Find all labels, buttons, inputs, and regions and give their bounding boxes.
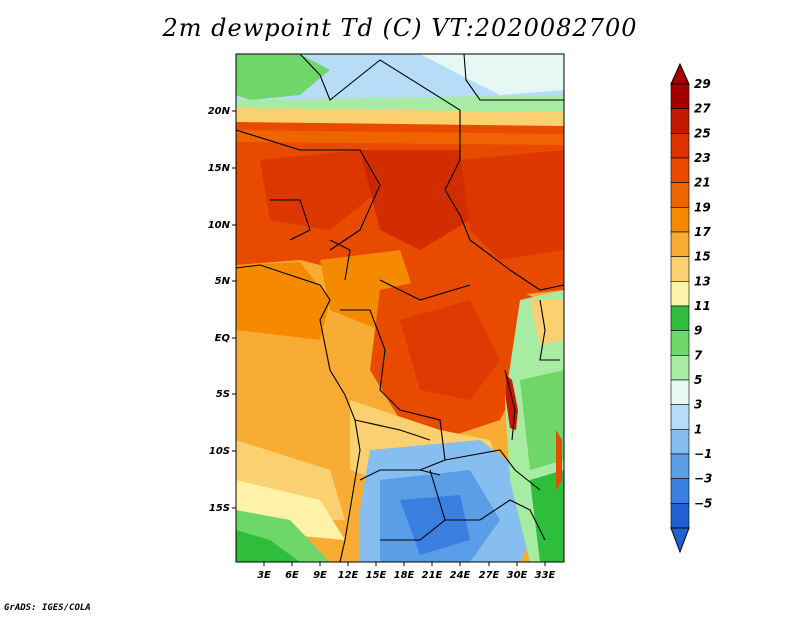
colorbar-label: 9 bbox=[694, 324, 702, 338]
grads-credit: GrADS: IGES/COLA bbox=[4, 603, 91, 613]
colorbar-label: 13 bbox=[694, 274, 711, 288]
colorbar-band bbox=[670, 157, 690, 183]
lon-axis: 3E 6E 9E 12E 15E 18E 21E 24E 27E 30E 33E bbox=[257, 562, 556, 581]
colorbar-band bbox=[670, 379, 690, 405]
lat-label: 5N bbox=[215, 276, 231, 287]
colorbar-label: 11 bbox=[694, 299, 711, 313]
lon-label: 27E bbox=[479, 570, 500, 581]
colorbar-band bbox=[670, 133, 690, 159]
colorbar-label: −5 bbox=[694, 496, 712, 510]
colorbar-band bbox=[670, 355, 690, 381]
colorbar: 29 27 25 23 21 19 17 15 13 11 9 7 5 3 1 −1 −3 −5 bbox=[670, 62, 712, 554]
colorbar-band bbox=[670, 256, 690, 282]
colorbar-label: 19 bbox=[694, 200, 711, 214]
colorbar-label: 3 bbox=[694, 398, 702, 412]
lon-label: 15E bbox=[366, 570, 387, 581]
map-title: 2m dewpoint Td (C) VT:2020082700 bbox=[162, 14, 638, 42]
colorbar-band bbox=[670, 429, 690, 455]
colorbar-band bbox=[670, 503, 690, 529]
colorbar-band bbox=[670, 478, 690, 504]
colorbar-label: 1 bbox=[694, 422, 702, 436]
lon-label: 12E bbox=[338, 570, 359, 581]
colorbar-label: 23 bbox=[694, 151, 711, 165]
colorbar-band bbox=[670, 182, 690, 208]
lat-label: 10S bbox=[209, 446, 230, 457]
colorbar-band bbox=[670, 281, 690, 307]
colorbar-label: 17 bbox=[694, 225, 711, 239]
lat-label: 10N bbox=[208, 220, 231, 231]
colorbar-band bbox=[670, 330, 690, 356]
colorbar-top-arrow bbox=[670, 62, 690, 85]
colorbar-label: 25 bbox=[694, 126, 711, 140]
colorbar-label: 29 bbox=[694, 77, 711, 91]
colorbar-band bbox=[670, 404, 690, 430]
lon-label: 6E bbox=[285, 570, 299, 581]
colorbar-label: 27 bbox=[694, 102, 711, 116]
colorbar-band bbox=[670, 231, 690, 257]
dewpoint-field bbox=[236, 54, 564, 562]
map-frame bbox=[235, 53, 565, 563]
colorbar-band bbox=[670, 207, 690, 233]
lat-axis: 20N 15N 10N 5N EQ 5S 10S 15S bbox=[208, 106, 236, 514]
lon-label: 9E bbox=[313, 570, 327, 581]
lon-label: 30E bbox=[507, 570, 528, 581]
colorbar-band bbox=[670, 83, 690, 109]
colorbar-label: 5 bbox=[694, 373, 702, 387]
colorbar-label: 7 bbox=[694, 348, 703, 362]
colorbar-label: 15 bbox=[694, 250, 711, 264]
colorbar-label: 21 bbox=[694, 176, 711, 190]
colorbar-bottom-arrow bbox=[670, 527, 690, 554]
lon-label: 24E bbox=[450, 570, 471, 581]
lat-label: 15S bbox=[209, 503, 230, 514]
lon-label: 3E bbox=[257, 570, 271, 581]
colorbar-label: −1 bbox=[694, 447, 712, 461]
lat-label: EQ bbox=[215, 333, 231, 344]
colorbar-band bbox=[670, 453, 690, 479]
colorbar-label: −3 bbox=[694, 472, 712, 486]
colorbar-band bbox=[670, 305, 690, 331]
colorbar-band bbox=[670, 108, 690, 134]
lon-label: 21E bbox=[422, 570, 443, 581]
lat-label: 5S bbox=[216, 389, 230, 400]
lat-label: 20N bbox=[208, 106, 231, 117]
lon-label: 18E bbox=[394, 570, 415, 581]
lat-label: 15N bbox=[208, 163, 231, 174]
lon-label: 33E bbox=[535, 570, 556, 581]
